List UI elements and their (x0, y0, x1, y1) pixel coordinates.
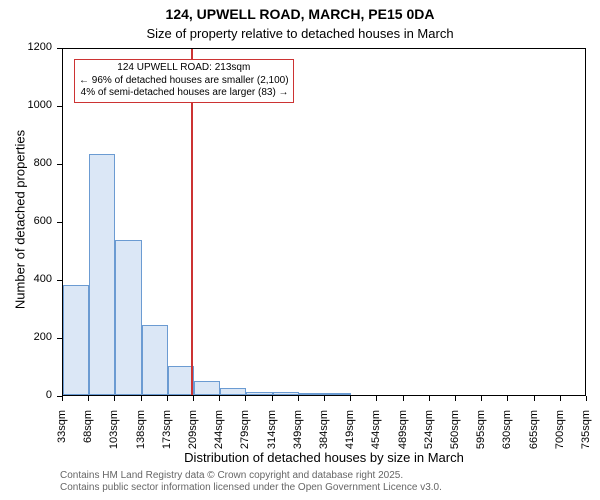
histogram-chart: 124, UPWELL ROAD, MARCH, PE15 0DA Size o… (0, 0, 600, 500)
histogram-bar (299, 393, 325, 395)
histogram-bar (273, 392, 299, 395)
x-tick-mark (455, 396, 456, 401)
x-tick-mark (403, 396, 404, 401)
histogram-bar (115, 240, 141, 395)
x-tick-mark (534, 396, 535, 401)
x-tick-mark (114, 396, 115, 401)
x-tick-mark (350, 396, 351, 401)
y-tick-mark (57, 338, 62, 339)
x-tick-mark (193, 396, 194, 401)
y-tick-mark (57, 280, 62, 281)
x-tick-mark (507, 396, 508, 401)
x-tick-mark (88, 396, 89, 401)
x-tick-mark (481, 396, 482, 401)
histogram-bar (246, 392, 272, 395)
x-tick-mark (560, 396, 561, 401)
x-tick-mark (141, 396, 142, 401)
y-axis-label: Number of detached properties (13, 120, 28, 320)
chart-title-line1: 124, UPWELL ROAD, MARCH, PE15 0DA (0, 6, 600, 22)
x-tick-mark (62, 396, 63, 401)
chart-title-line2: Size of property relative to detached ho… (0, 26, 600, 41)
x-tick-mark (324, 396, 325, 401)
histogram-bar (194, 381, 220, 396)
footer-attribution-2: Contains public sector information licen… (60, 482, 442, 493)
y-tick-label: 1000 (0, 99, 52, 111)
footer-attribution-1: Contains HM Land Registry data © Crown c… (60, 470, 403, 481)
y-tick-label: 0 (0, 389, 52, 401)
y-tick-label: 1200 (0, 41, 52, 53)
histogram-bar (89, 154, 115, 395)
y-tick-mark (57, 222, 62, 223)
annotation-line-1: 124 UPWELL ROAD: 213sqm (79, 62, 289, 75)
histogram-bar (142, 325, 168, 395)
x-tick-mark (298, 396, 299, 401)
y-tick-mark (57, 164, 62, 165)
y-tick-label: 200 (0, 331, 52, 343)
x-tick-mark (376, 396, 377, 401)
annotation-line-3: 4% of semi-detached houses are larger (8… (79, 87, 289, 100)
histogram-bar (325, 393, 351, 395)
x-axis-label: Distribution of detached houses by size … (62, 450, 586, 465)
y-tick-mark (57, 48, 62, 49)
annotation-line-2: ← 96% of detached houses are smaller (2,… (79, 75, 289, 88)
histogram-bar (220, 388, 246, 395)
x-tick-mark (272, 396, 273, 401)
x-tick-mark (167, 396, 168, 401)
marker-annotation-box: 124 UPWELL ROAD: 213sqm ← 96% of detache… (74, 59, 294, 103)
histogram-bar (63, 285, 89, 395)
x-tick-mark (219, 396, 220, 401)
x-tick-mark (245, 396, 246, 401)
x-tick-mark (429, 396, 430, 401)
x-tick-mark (586, 396, 587, 401)
y-tick-mark (57, 106, 62, 107)
